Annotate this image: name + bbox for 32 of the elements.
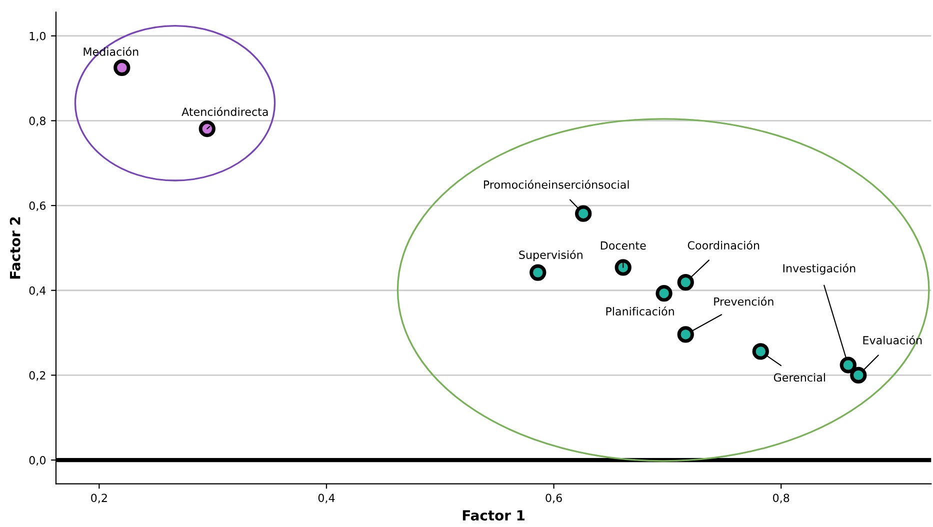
point <box>575 205 592 222</box>
point <box>198 120 216 138</box>
annotation: Supervisión <box>519 250 582 262</box>
point <box>614 259 632 276</box>
annotation: Coordinación <box>688 240 760 250</box>
point <box>752 343 769 360</box>
y-tick-label: 1,0 <box>30 32 46 42</box>
point <box>840 356 856 374</box>
point <box>530 264 546 281</box>
y-axis-title: Factor 2 <box>10 217 20 279</box>
x-axis-title: Factor 1 <box>462 510 525 521</box>
y-tick-label: 0,6 <box>29 202 46 212</box>
y-tick-label: 0,8 <box>29 116 46 126</box>
y-tick-label: 0,4 <box>29 286 46 296</box>
point <box>677 326 694 343</box>
y-tick-label: 0,2 <box>29 371 46 381</box>
y-tick-label: 0,0 <box>29 456 46 466</box>
x-tick-label: 0,8 <box>773 494 790 504</box>
point <box>114 59 130 76</box>
annotation: Promocióneinserciónsocial <box>484 180 629 189</box>
point <box>850 366 867 384</box>
annotation: Planificación <box>606 306 674 316</box>
annotation: Atencióndirecta <box>182 106 268 116</box>
x-tick-label: 0,4 <box>318 494 335 504</box>
annotation: Docente <box>600 241 646 250</box>
point <box>656 285 672 302</box>
x-tick-label: 0,2 <box>91 494 107 504</box>
annotation: Gerencial <box>774 373 825 382</box>
annotation: Investigación <box>783 263 856 275</box>
point <box>677 274 694 291</box>
x-tick-label: 0,6 <box>546 494 562 504</box>
annotation: Prevención <box>714 296 774 306</box>
